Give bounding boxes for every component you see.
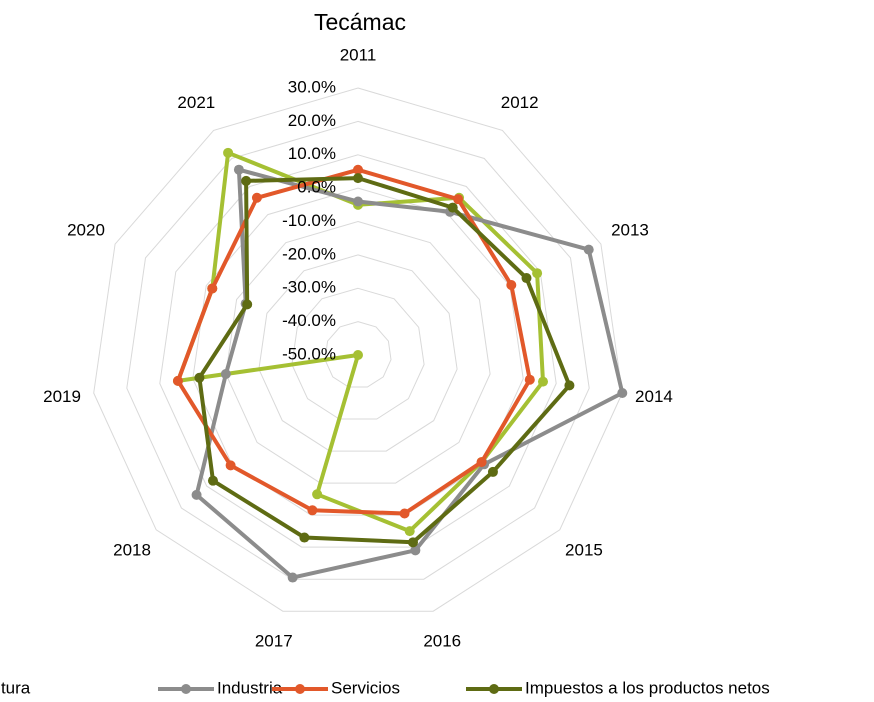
grid-ring [291, 287, 425, 420]
series-point [207, 475, 218, 486]
category-label: 2018 [113, 540, 151, 559]
grid-ring [192, 187, 524, 516]
series-point [537, 376, 548, 387]
legend-swatch-point [181, 684, 191, 694]
grid-ring [159, 154, 557, 548]
category-label: 2021 [177, 93, 215, 112]
axis-tick-label: 10.0% [288, 144, 336, 163]
series-point [447, 202, 458, 213]
series-point [564, 380, 575, 391]
series-point [251, 192, 262, 203]
series-point [220, 368, 231, 379]
series-point [583, 244, 594, 255]
series-point [287, 572, 298, 583]
axis-tick-label: -10.0% [282, 211, 336, 230]
category-label: 2015 [565, 540, 603, 559]
series-point [487, 466, 498, 477]
series-point [532, 268, 543, 279]
grid-ring [258, 254, 458, 452]
series [172, 164, 535, 519]
series-point [408, 537, 419, 548]
series-point [312, 489, 323, 500]
series-point [299, 532, 310, 543]
axis-tick-label: -50.0% [282, 344, 336, 363]
series-point [404, 526, 415, 537]
legend-label: Servicios [331, 678, 400, 697]
series-point [225, 460, 236, 471]
category-label: 2017 [255, 631, 293, 650]
legend-label: Agricultura [0, 678, 31, 697]
category-label: 2014 [635, 387, 673, 406]
axis-tick-label: -20.0% [282, 244, 336, 263]
series-point [521, 273, 532, 284]
series-point [241, 175, 252, 186]
series-point [353, 350, 363, 360]
grid-ring [93, 87, 623, 612]
series-point [506, 279, 517, 290]
series-point [242, 299, 253, 310]
series-point [353, 196, 363, 207]
series-point [191, 489, 202, 500]
series [172, 147, 548, 537]
legend-swatch-point [295, 684, 305, 694]
series-point [353, 164, 363, 175]
series [194, 173, 575, 548]
category-label: 2016 [423, 631, 461, 650]
axis-tick-label: 0.0% [297, 178, 336, 197]
series-point [476, 457, 487, 468]
chart-title: Tecámac [314, 9, 406, 35]
category-label: 2019 [43, 387, 81, 406]
series-point [399, 508, 410, 519]
category-label: 2013 [611, 220, 649, 239]
series-point [223, 147, 234, 158]
series-point [172, 375, 183, 386]
series-line [194, 167, 625, 580]
legend-swatch-point [489, 684, 499, 694]
axis-tick-label: 20.0% [288, 111, 336, 130]
series-point [194, 372, 205, 383]
series-point [617, 387, 628, 398]
series-point [233, 164, 244, 175]
series-line [197, 176, 572, 545]
series-point [207, 283, 218, 294]
series [191, 164, 628, 583]
legend-label: Industria [217, 678, 283, 697]
series-line [176, 167, 532, 516]
grid-ring [324, 321, 392, 388]
series-point [353, 173, 363, 184]
axis-tick-label: 30.0% [288, 77, 336, 96]
axis-tick-label: -40.0% [282, 311, 336, 330]
series-point [410, 545, 421, 556]
category-label: 2012 [501, 93, 539, 112]
series-point [524, 374, 535, 385]
axis-tick-label: -30.0% [282, 278, 336, 297]
series-point [307, 505, 318, 516]
category-label: 2020 [67, 220, 105, 239]
series-point [453, 194, 464, 205]
legend-label: Impuestos a los productos netos [525, 678, 770, 697]
category-label: 2011 [340, 45, 377, 64]
